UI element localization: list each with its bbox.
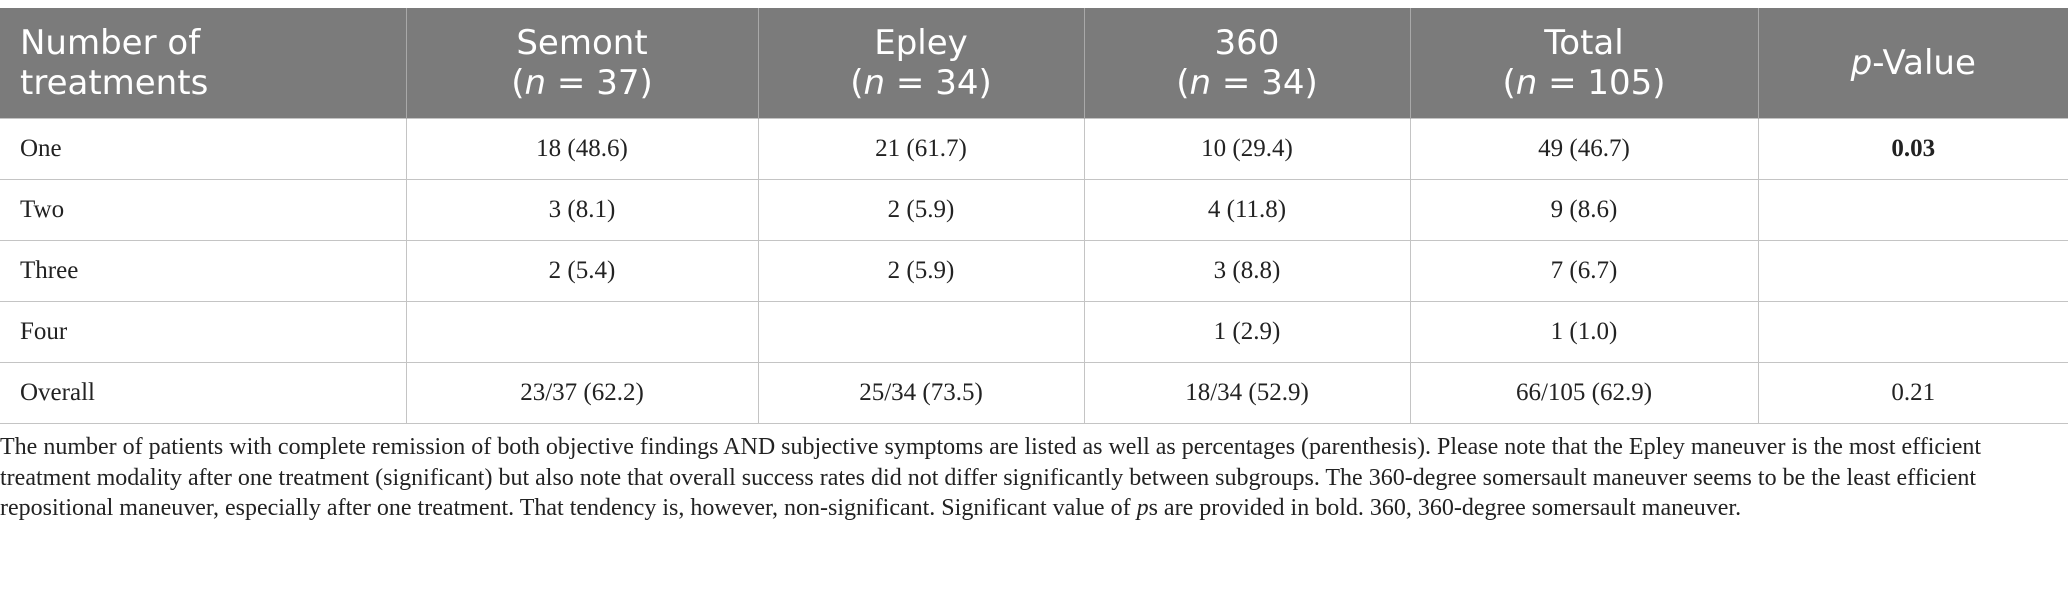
row-label: Overall [0, 361, 407, 424]
cell-p-value [1757, 300, 2068, 363]
table-footnote: The number of patients with complete rem… [0, 434, 1982, 521]
row-label: Four [0, 300, 407, 363]
cell-360: 18/34 (52.9) [1083, 361, 1411, 424]
row-label: Two [0, 178, 407, 241]
header-total: Total (n = 105) [1410, 8, 1759, 118]
cell-epley: 2 (5.9) [757, 178, 1085, 241]
cell-total: 7 (6.7) [1409, 239, 1759, 302]
cell-360: 1 (2.9) [1083, 300, 1411, 363]
cell-p-value [1757, 178, 2068, 241]
cell-total: 9 (8.6) [1409, 178, 1759, 241]
results-table-container: Number of treatments Semont (n = 37) Epley… [0, 8, 2068, 424]
cell-epley [757, 300, 1085, 363]
table-header-row: Number of treatments Semont (n = 37) Epley… [0, 8, 2068, 118]
cell-360: 4 (11.8) [1083, 178, 1411, 241]
cell-total: 1 (1.0) [1409, 300, 1759, 363]
cell-total: 49 (46.7) [1409, 117, 1759, 180]
header-number-of-treatments: Number of treatments [0, 8, 407, 118]
header-epley: Epley (n = 34) [758, 8, 1085, 118]
cell-semont: 23/37 (62.2) [405, 361, 759, 424]
table-row: Four 1 (2.9) 1 (1.0) [0, 300, 2068, 363]
cell-360: 10 (29.4) [1083, 117, 1411, 180]
cell-semont: 2 (5.4) [405, 239, 759, 302]
cell-total: 66/105 (62.9) [1409, 361, 1759, 424]
cell-semont: 18 (48.6) [405, 117, 759, 180]
cell-epley: 2 (5.9) [757, 239, 1085, 302]
header-semont: Semont (n = 37) [406, 8, 759, 118]
table-row: One 18 (48.6) 21 (61.7) 10 (29.4) 49 (46… [0, 117, 2068, 180]
cell-p-value [1757, 239, 2068, 302]
cell-p-value: 0.03 [1757, 117, 2068, 180]
row-label: One [0, 117, 407, 180]
results-table: Number of treatments Semont (n = 37) Epley… [0, 8, 2068, 424]
table-row: Three 2 (5.4) 2 (5.9) 3 (8.8) 7 (6.7) [0, 239, 2068, 302]
cell-epley: 25/34 (73.5) [757, 361, 1085, 424]
cell-p-value: 0.21 [1757, 361, 2068, 424]
table-row: Overall 23/37 (62.2) 25/34 (73.5) 18/34 … [0, 361, 2068, 424]
cell-semont [405, 300, 759, 363]
cell-360: 3 (8.8) [1083, 239, 1411, 302]
row-label: Three [0, 239, 407, 302]
header-360: 360 (n = 34) [1084, 8, 1411, 118]
cell-semont: 3 (8.1) [405, 178, 759, 241]
header-p-value: p-Value [1758, 8, 2068, 118]
table-row: Two 3 (8.1) 2 (5.9) 4 (11.8) 9 (8.6) [0, 178, 2068, 241]
cell-epley: 21 (61.7) [757, 117, 1085, 180]
